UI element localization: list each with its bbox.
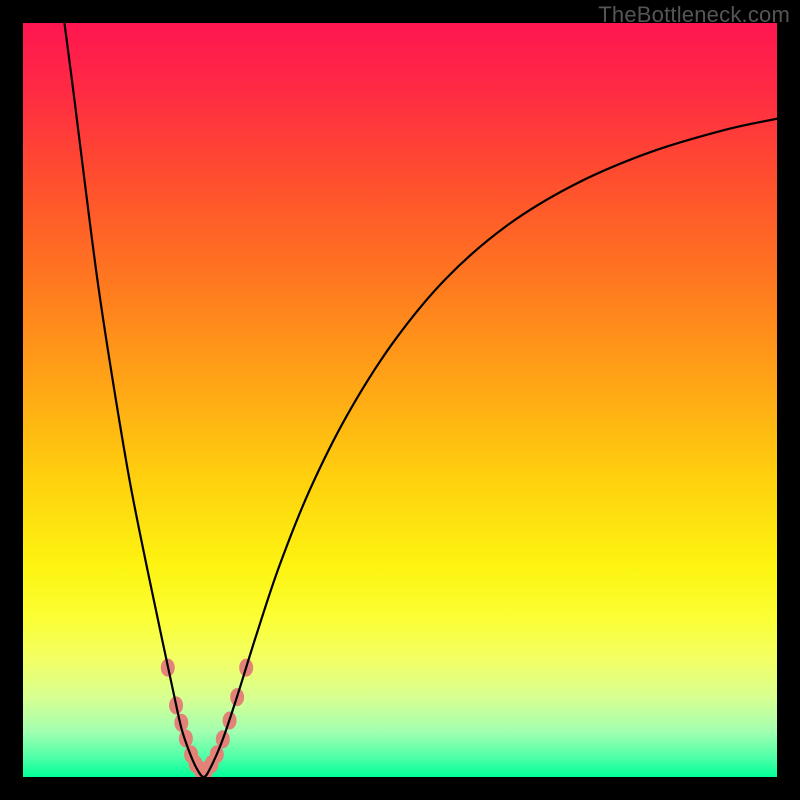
gradient-background [23, 23, 777, 777]
plot-area [23, 23, 777, 777]
bottleneck-curve-chart [23, 23, 777, 777]
stage: TheBottleneck.com [0, 0, 800, 800]
